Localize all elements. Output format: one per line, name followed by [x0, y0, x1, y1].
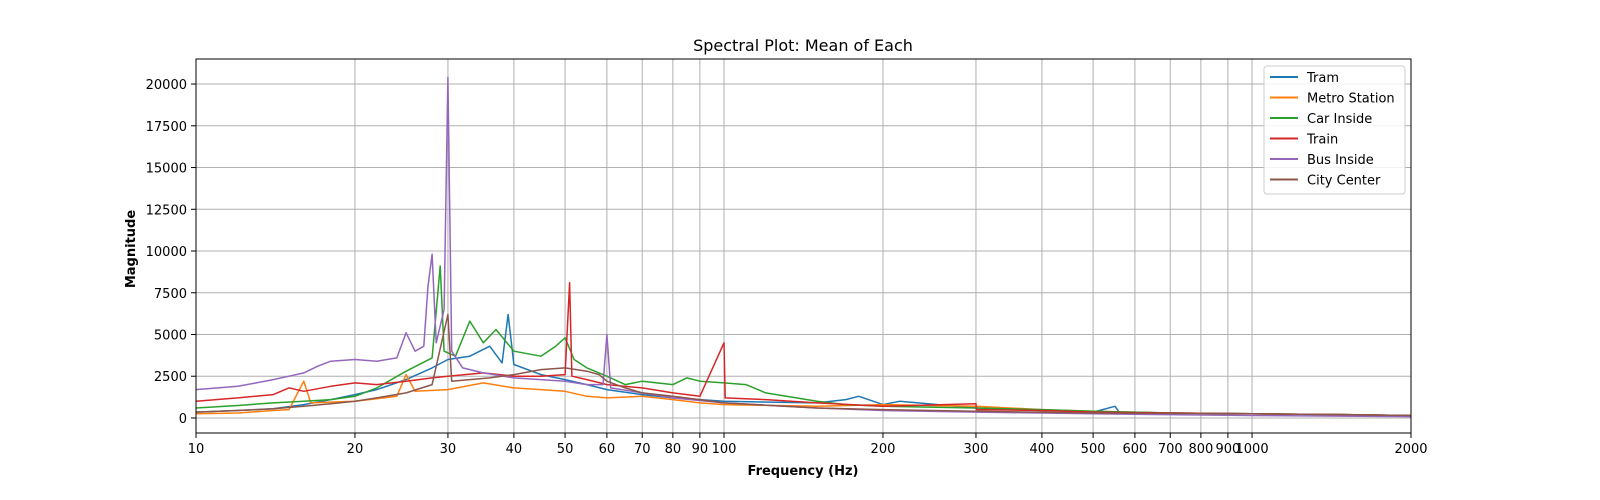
x-tick-label: 1000 — [1236, 442, 1269, 457]
y-tick-label: 5000 — [154, 328, 187, 343]
x-tick-label: 500 — [1081, 442, 1106, 457]
x-tick-label: 800 — [1188, 442, 1213, 457]
legend-label-car-inside: Car Inside — [1307, 112, 1372, 127]
x-tick-label: 200 — [871, 442, 896, 457]
x-tick-label: 700 — [1158, 442, 1183, 457]
y-tick-label: 0 — [179, 412, 187, 427]
y-tick-label: 7500 — [154, 287, 187, 302]
legend-label-city-center: City Center — [1307, 174, 1381, 189]
x-tick-label: 600 — [1122, 442, 1147, 457]
legend-box — [1263, 65, 1406, 195]
x-tick-label: 50 — [557, 442, 574, 457]
series-line-train — [195, 281, 1412, 417]
x-axis-ticks: 10 20 30 40 50 60 70 80 90 100 200 300 400 500 600 700 8… — [188, 433, 1428, 457]
series-line-tram — [195, 313, 1412, 417]
series-layer — [195, 76, 1412, 418]
series-line-metro-station — [195, 373, 1412, 417]
chart-title: Spectral Plot: Mean of Each — [693, 36, 913, 55]
plot-frame — [195, 58, 1412, 434]
grid-lines — [195, 59, 1412, 433]
y-tick-label: 10000 — [146, 245, 187, 260]
x-tick-label: 400 — [1030, 442, 1055, 457]
x-tick-label: 80 — [665, 442, 682, 457]
x-tick-label: 40 — [506, 442, 523, 457]
y-axis-title: Magnitude — [124, 210, 139, 289]
series-line-car-inside — [195, 265, 1412, 417]
x-tick-label: 2000 — [1394, 442, 1427, 457]
legend-label-tram: Tram — [1306, 71, 1339, 86]
series-line-bus-inside — [195, 76, 1412, 418]
y-tick-label: 12500 — [146, 203, 187, 218]
x-tick-label: 30 — [440, 442, 457, 457]
y-axis-ticks: 0 2500 5000 7500 10000 12500 15000 17500 20000 — [146, 78, 196, 427]
x-tick-label: 100 — [712, 442, 737, 457]
legend-label-bus-inside: Bus Inside — [1307, 153, 1374, 168]
legend-label-train: Train — [1306, 133, 1338, 148]
y-tick-label: 2500 — [154, 370, 187, 385]
x-axis-title: Frequency (Hz) — [748, 464, 859, 479]
series-line-city-center — [195, 313, 1412, 417]
x-tick-label: 70 — [634, 442, 651, 457]
legend-label-metro-station: Metro Station — [1307, 92, 1395, 107]
y-tick-label: 20000 — [146, 78, 187, 93]
x-tick-label: 60 — [599, 442, 616, 457]
x-tick-label: 20 — [347, 442, 364, 457]
y-tick-label: 15000 — [146, 162, 187, 177]
x-tick-label: 10 — [188, 442, 205, 457]
x-tick-label: 300 — [964, 442, 989, 457]
x-tick-label: 90 — [692, 442, 709, 457]
y-tick-label: 17500 — [146, 120, 187, 135]
legend: Tram Metro Station Car Inside Train Bus Insi… — [1263, 65, 1406, 195]
x-tick-label: 900 — [1215, 442, 1240, 457]
